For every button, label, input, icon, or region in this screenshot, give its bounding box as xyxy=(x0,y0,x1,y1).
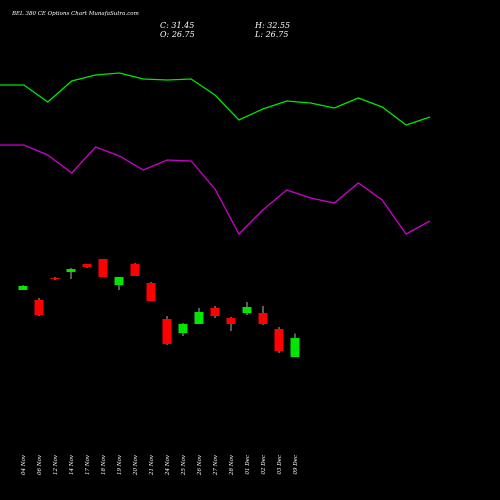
ohlc-label: H: xyxy=(254,21,265,30)
ohlc-label: C: xyxy=(160,21,169,30)
x-tick-label: 26 Nov xyxy=(197,454,203,476)
chart-title: BEL 380 CE Options Chart MunafaSutra.com xyxy=(11,11,139,17)
x-tick-label: 14 Nov xyxy=(69,454,75,475)
candle-body xyxy=(146,282,156,302)
ohlc-value: 26.75 xyxy=(171,30,195,39)
x-tick-label: 12 Nov xyxy=(53,454,59,475)
candle-body xyxy=(82,264,92,268)
candle-body xyxy=(50,278,60,280)
candle-body xyxy=(162,318,172,345)
candle-body xyxy=(274,328,284,352)
candle-body xyxy=(66,268,76,272)
x-tick-label: 19 Nov xyxy=(117,454,123,475)
candle-body xyxy=(194,311,204,325)
x-tick-label: 17 Nov xyxy=(85,454,91,475)
candle-body xyxy=(226,318,236,325)
candle-body xyxy=(114,277,124,285)
candle-body xyxy=(290,337,300,358)
indicator-line xyxy=(0,144,431,236)
ohlc-value: 31.45 xyxy=(171,21,194,30)
x-tick-label: 02 Dec xyxy=(261,455,267,475)
candle-body xyxy=(98,258,108,278)
candle-body xyxy=(258,312,268,325)
x-tick-label: 18 Nov xyxy=(101,454,107,475)
x-tick-label: 28 Nov xyxy=(229,454,235,476)
ohlc-label: L: xyxy=(254,30,263,39)
x-tick-label: 03 Dec xyxy=(277,455,283,475)
x-tick-label: 27 Nov xyxy=(213,454,219,476)
x-tick-label: 04 Nov xyxy=(21,454,27,475)
ohlc-label: O: xyxy=(160,30,170,39)
candle-body xyxy=(18,285,28,290)
candle-body xyxy=(242,307,252,313)
x-tick-label: 21 Nov xyxy=(149,454,155,476)
ohlc-readout: L: 26.75 xyxy=(254,30,288,39)
x-tick-label: 06 Nov xyxy=(37,454,43,475)
ohlc-readout: O: 26.75 xyxy=(160,30,195,39)
ohlc-value: 26.75 xyxy=(265,30,289,39)
ohlc-value: 32.55 xyxy=(267,21,290,30)
ohlc-readout: C: 31.45 xyxy=(160,21,194,30)
candle-body xyxy=(178,324,188,333)
candle-body xyxy=(130,264,140,276)
indicator-line xyxy=(0,72,431,126)
x-tick-label: 01 Dec xyxy=(245,455,251,475)
x-tick-label: 20 Nov xyxy=(133,454,139,476)
x-tick-label: 24 Nov xyxy=(165,454,171,476)
x-tick-label: 09 Dec xyxy=(293,455,299,475)
candle-body xyxy=(210,308,220,316)
x-tick-label: 25 Nov xyxy=(181,454,187,476)
candle-body xyxy=(34,300,44,315)
ohlc-readout: H: 32.55 xyxy=(254,21,290,30)
